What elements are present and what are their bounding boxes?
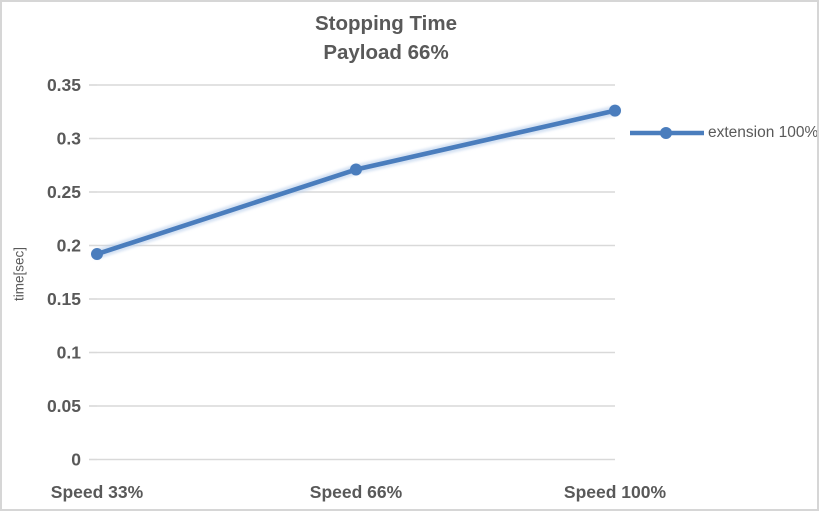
data-point-marker	[91, 248, 103, 261]
y-tick-label: 0.3	[57, 129, 82, 149]
legend-series-label: extension 100%	[708, 124, 819, 141]
data-point-marker	[609, 104, 621, 117]
y-tick-label: 0.1	[57, 343, 82, 363]
y-tick-label: 0.25	[47, 182, 81, 202]
data-point-marker	[350, 163, 362, 176]
series-line-glow	[92, 105, 620, 260]
x-category-label: Speed 33%	[51, 482, 144, 502]
chart-title-line1: Stopping Time	[315, 12, 457, 35]
x-category-label: Speed 66%	[310, 482, 403, 502]
y-tick-label: 0	[71, 450, 81, 470]
x-category-label: Speed 100%	[564, 482, 667, 502]
y-tick-label: 0.2	[57, 236, 82, 256]
legend-line-marker-icon	[630, 127, 704, 139]
y-tick-label: 0.05	[47, 396, 81, 416]
chart-title: Stopping Time Payload 66%	[2, 9, 770, 67]
y-tick-label: 0.35	[47, 75, 81, 95]
chart-title-line2: Payload 66%	[323, 41, 449, 64]
y-tick-label: 0.15	[47, 289, 81, 309]
legend[interactable]: extension 100%	[629, 122, 819, 144]
